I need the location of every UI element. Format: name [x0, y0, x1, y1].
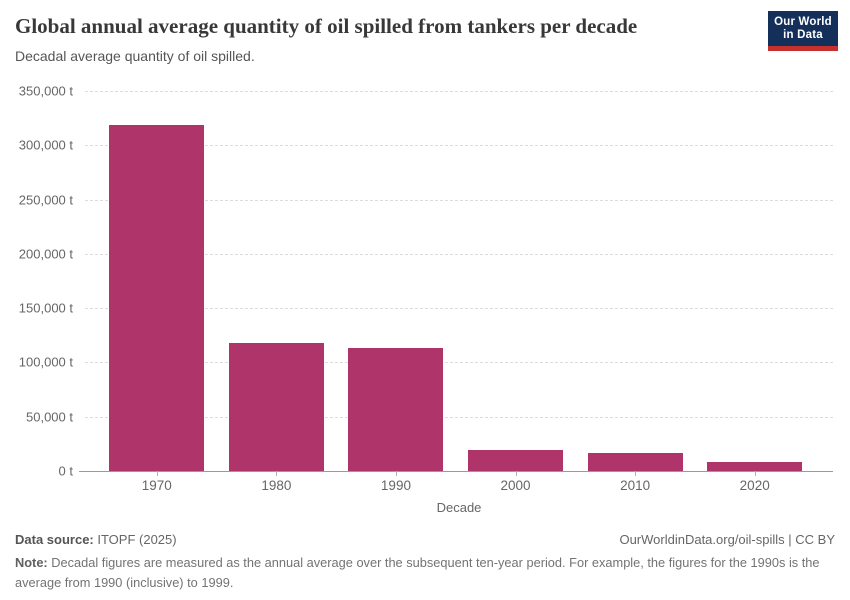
x-axis-tick-label-2020: 2020 [739, 478, 770, 493]
gridline [85, 308, 833, 310]
bar-2010[interactable] [587, 453, 683, 471]
x-axis-title: Decade [436, 500, 482, 515]
y-axis-tick-label: 350,000 t [18, 83, 73, 99]
x-axis-tick [635, 471, 637, 476]
y-axis-tick-label: 50,000 t [26, 409, 73, 425]
owid-logo-line2: in Data [783, 29, 823, 41]
y-axis-tick-label: 0 t [58, 463, 73, 479]
y-axis-tick-label: 100,000 t [18, 354, 73, 370]
gridline [85, 199, 833, 201]
data-source-label: Data source: [15, 532, 94, 547]
footnote: Note: Decadal figures are measured as th… [15, 553, 833, 593]
x-axis-tick-label-1970: 1970 [141, 478, 172, 493]
bar-2020[interactable] [707, 462, 803, 471]
gridline [85, 253, 833, 255]
gridline [85, 416, 833, 418]
owid-logo-box: Our World in Data [768, 11, 838, 51]
footer: Data source: ITOPF (2025) OurWorldinData… [15, 532, 835, 547]
y-axis-tick-label: 250,000 t [18, 192, 73, 208]
y-axis-tick-label: 200,000 t [18, 246, 73, 262]
y-axis-tick-label: 150,000 t [18, 300, 73, 316]
bar-2000[interactable] [468, 449, 564, 471]
x-axis-tick [395, 471, 397, 476]
x-axis-tick [156, 471, 158, 476]
plot-area: 1970 1980 1990 2000 2010 2020 [79, 91, 833, 493]
chart-title: Global annual average quantity of oil sp… [15, 14, 638, 38]
gridline [85, 145, 833, 147]
owid-logo: Our World in Data [768, 11, 838, 51]
footnote-text: Decadal figures are measured as the annu… [15, 555, 820, 590]
footnote-label: Note: [15, 555, 48, 570]
y-axis-tick-label: 300,000 t [18, 137, 73, 153]
x-axis-tick [276, 471, 278, 476]
bar-1970[interactable] [109, 124, 205, 471]
x-axis-tick [754, 471, 756, 476]
gridline [85, 91, 833, 92]
license-link[interactable]: OurWorldinData.org/oil-spills | CC BY [619, 532, 835, 547]
x-axis-tick-label-2010: 2010 [620, 478, 651, 493]
x-axis-line [79, 471, 833, 472]
x-axis-tick-label-2000: 2000 [500, 478, 531, 493]
bar-1980[interactable] [228, 342, 324, 471]
x-axis-tick-label-1990: 1990 [380, 478, 411, 493]
gridline [85, 362, 833, 364]
data-source-value: ITOPF (2025) [93, 532, 177, 547]
owid-logo-line1: Our World [774, 16, 832, 28]
chart-subtitle: Decadal average quantity of oil spilled. [15, 48, 255, 64]
x-axis-tick [515, 471, 517, 476]
bar-1990[interactable] [348, 348, 444, 471]
x-axis-tick-label-1980: 1980 [261, 478, 292, 493]
